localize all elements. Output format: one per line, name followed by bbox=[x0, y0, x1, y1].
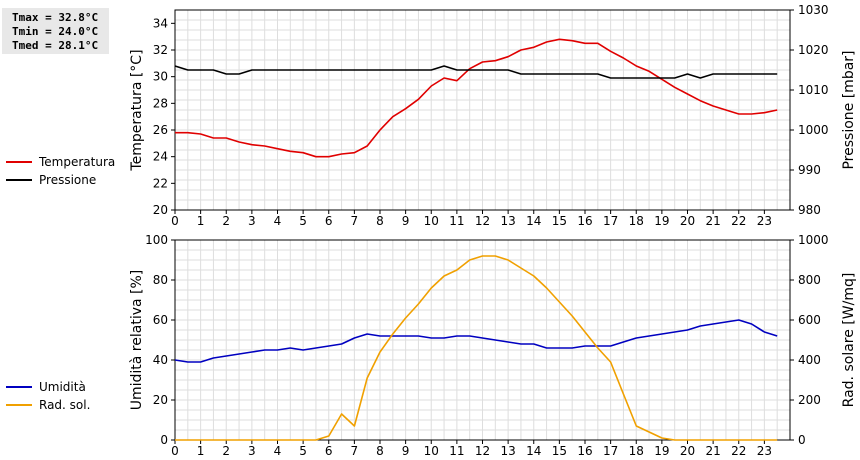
series-line-temperatura bbox=[175, 38, 778, 158]
y-right-tick-label: 1010 bbox=[798, 83, 829, 97]
y-axis-label: Umidità relativa [%] bbox=[129, 270, 145, 411]
y-tick-label: 26 bbox=[153, 123, 168, 137]
x-tick-label: 13 bbox=[500, 214, 515, 228]
x-tick-label: 2 bbox=[222, 444, 230, 458]
y-tick-label: 28 bbox=[153, 96, 168, 110]
x-tick-label: 21 bbox=[705, 444, 720, 458]
x-tick-label: 7 bbox=[351, 444, 359, 458]
x-tick-label: 3 bbox=[248, 444, 256, 458]
x-tick-label: 10 bbox=[424, 214, 439, 228]
x-tick-label: 1 bbox=[197, 214, 205, 228]
x-tick-label: 4 bbox=[274, 214, 282, 228]
legend-label: Temperatura bbox=[38, 155, 115, 169]
x-tick-label: 19 bbox=[654, 444, 669, 458]
y-right-axis-label: Pressione [mbar] bbox=[841, 50, 857, 169]
y-axis-label: Temperatura [°C] bbox=[129, 49, 145, 171]
x-tick-label: 18 bbox=[629, 444, 644, 458]
x-tick-label: 7 bbox=[351, 214, 359, 228]
tmed-label: Tmed = 28.1°C bbox=[12, 39, 99, 52]
legend-label: Rad. sol. bbox=[39, 398, 90, 412]
x-tick-label: 8 bbox=[376, 214, 384, 228]
x-tick-label: 13 bbox=[500, 444, 515, 458]
x-tick-label: 17 bbox=[603, 214, 618, 228]
x-tick-label: 14 bbox=[526, 214, 541, 228]
x-tick-label: 22 bbox=[731, 214, 746, 228]
x-tick-label: 9 bbox=[402, 444, 410, 458]
chart-humidity-radiation: 0 1 2 3 4 5 6 7 8 9 10 11 12 13 14 15 16 17 18 19 20 21 22 2302… bbox=[6, 233, 857, 458]
chart-temperature-pressure: 0 1 2 3 4 5 6 7 8 9 10 11 12 13 14 15 16 17 18 19 20 21 22 2320… bbox=[6, 3, 857, 228]
x-tick-label: 10 bbox=[424, 444, 439, 458]
x-tick-label: 17 bbox=[603, 444, 618, 458]
y-tick-label: 32 bbox=[153, 43, 168, 57]
x-tick-label: 20 bbox=[680, 444, 695, 458]
x-tick-label: 11 bbox=[449, 214, 464, 228]
y-right-tick-label: 200 bbox=[798, 393, 821, 407]
x-tick-label: 8 bbox=[376, 444, 384, 458]
x-tick-label: 5 bbox=[299, 444, 307, 458]
y-right-tick-label: 600 bbox=[798, 313, 821, 327]
x-tick-label: 18 bbox=[629, 214, 644, 228]
y-tick-label: 30 bbox=[153, 70, 168, 84]
x-tick-label: 9 bbox=[402, 214, 410, 228]
x-tick-label: 6 bbox=[325, 214, 333, 228]
legend-label: Pressione bbox=[39, 173, 96, 187]
y-tick-label: 40 bbox=[153, 353, 168, 367]
x-tick-label: 14 bbox=[526, 444, 541, 458]
x-tick-label: 11 bbox=[449, 444, 464, 458]
y-right-axis-label: Rad. solare [W/mq] bbox=[841, 273, 857, 408]
x-tick-label: 20 bbox=[680, 214, 695, 228]
y-right-tick-label: 0 bbox=[798, 433, 806, 447]
y-right-tick-label: 1020 bbox=[798, 43, 829, 57]
y-right-tick-label: 1000 bbox=[798, 233, 829, 247]
stats-box: Tmax = 32.8°C Tmin = 24.0°C Tmed = 28.1°… bbox=[2, 8, 109, 54]
x-tick-label: 21 bbox=[705, 214, 720, 228]
x-tick-label: 0 bbox=[171, 214, 179, 228]
y-right-tick-label: 990 bbox=[798, 163, 821, 177]
y-tick-label: 20 bbox=[153, 393, 168, 407]
x-tick-label: 1 bbox=[197, 444, 205, 458]
series-line-rad-sol- bbox=[175, 255, 778, 441]
x-tick-label: 19 bbox=[654, 214, 669, 228]
y-tick-label: 100 bbox=[145, 233, 168, 247]
y-right-tick-label: 800 bbox=[798, 273, 821, 287]
y-tick-label: 20 bbox=[153, 203, 168, 217]
legend-label: Umidità bbox=[39, 380, 86, 394]
x-tick-label: 0 bbox=[171, 444, 179, 458]
y-right-tick-label: 400 bbox=[798, 353, 821, 367]
y-tick-label: 34 bbox=[153, 16, 168, 30]
y-tick-label: 22 bbox=[153, 176, 168, 190]
series-line-umidit- bbox=[174, 319, 778, 363]
x-tick-label: 4 bbox=[274, 444, 282, 458]
x-tick-label: 12 bbox=[475, 444, 490, 458]
tmax-label: Tmax = 32.8°C bbox=[12, 11, 99, 24]
y-tick-label: 60 bbox=[153, 313, 168, 327]
series-line-pressione bbox=[174, 65, 778, 79]
x-tick-label: 16 bbox=[577, 444, 592, 458]
x-tick-label: 16 bbox=[577, 214, 592, 228]
x-tick-label: 5 bbox=[299, 214, 307, 228]
x-tick-label: 15 bbox=[552, 214, 567, 228]
x-tick-label: 3 bbox=[248, 214, 256, 228]
tmin-label: Tmin = 24.0°C bbox=[12, 25, 99, 38]
y-right-tick-label: 1030 bbox=[798, 3, 829, 17]
y-right-tick-label: 1000 bbox=[798, 123, 829, 137]
x-tick-label: 6 bbox=[325, 444, 333, 458]
y-tick-label: 80 bbox=[153, 273, 168, 287]
y-tick-label: 24 bbox=[153, 150, 168, 164]
x-tick-label: 23 bbox=[757, 444, 772, 458]
x-tick-label: 15 bbox=[552, 444, 567, 458]
y-tick-label: 0 bbox=[160, 433, 168, 447]
x-tick-label: 2 bbox=[222, 214, 230, 228]
x-tick-label: 23 bbox=[757, 214, 772, 228]
x-tick-label: 22 bbox=[731, 444, 746, 458]
x-tick-label: 12 bbox=[475, 214, 490, 228]
y-right-tick-label: 980 bbox=[798, 203, 821, 217]
